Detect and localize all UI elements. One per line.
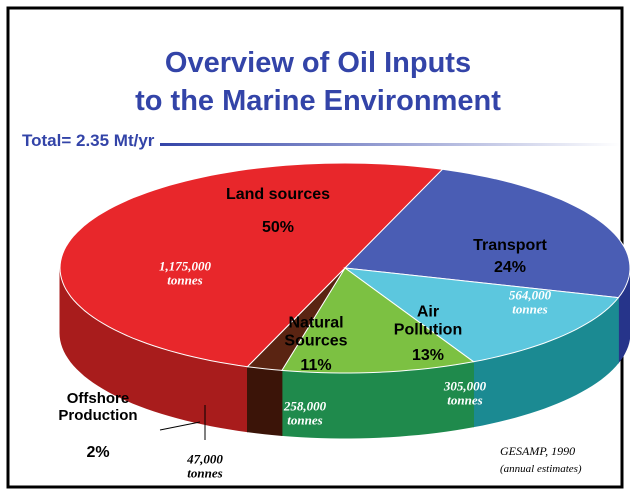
- rule: [160, 143, 620, 146]
- value-label: 11%: [300, 356, 332, 374]
- slice: [59, 162, 444, 368]
- amount-unit: tonnes: [167, 272, 203, 288]
- slice: [281, 267, 475, 374]
- amount-unit: tonnes: [287, 412, 323, 428]
- source: (annual estimates): [500, 463, 582, 475]
- slice-label: Offshore Production: [58, 389, 138, 424]
- chart-title: Overview of Oil Inputs: [165, 47, 471, 79]
- amount-unit: tonnes: [187, 465, 223, 481]
- slice-label: Transport: [473, 236, 547, 254]
- source: GESAMP, 1990: [500, 444, 575, 458]
- amount-label: 564,000: [508, 287, 552, 303]
- slice: [343, 267, 620, 363]
- value-label: 2%: [86, 443, 110, 461]
- leader-line: [159, 421, 201, 431]
- amount-unit: tonnes: [447, 392, 483, 408]
- slice: [246, 267, 346, 371]
- slice-side: [247, 366, 283, 436]
- amount-label: 1,175,000: [159, 258, 211, 274]
- amount-label: 305,000: [443, 378, 487, 394]
- amount-label: 258,000: [283, 398, 327, 414]
- chart-title: to the Marine Environment: [135, 85, 501, 117]
- value-label: 13%: [411, 346, 445, 364]
- subtitle: Total= 2.35 Mt/yr: [22, 131, 155, 150]
- value-label: 50%: [261, 218, 295, 236]
- slice-label: Air Pollution: [393, 303, 463, 339]
- slice-label: Natural Sources: [284, 314, 348, 350]
- value-label: 24%: [493, 258, 527, 276]
- pie: [59, 162, 630, 439]
- amount-unit: tonnes: [512, 301, 548, 317]
- amount-label: 47,000: [187, 451, 223, 467]
- slice-label: Land sources: [225, 185, 331, 203]
